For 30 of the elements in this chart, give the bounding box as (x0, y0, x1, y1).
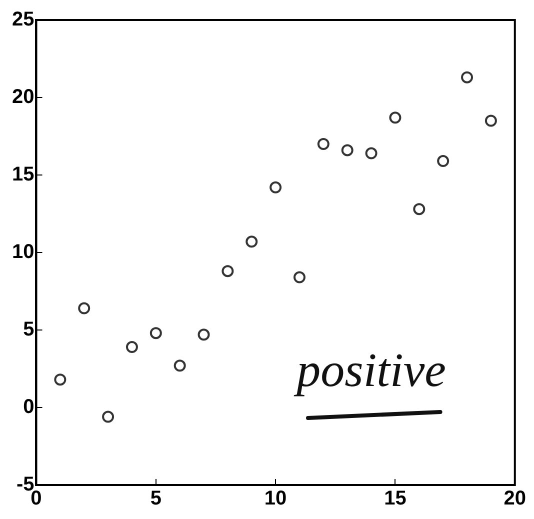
y-tick-label: 20 (12, 86, 34, 108)
point (198, 328, 210, 341)
point (126, 341, 138, 354)
point (461, 71, 474, 84)
point (317, 138, 330, 150)
point (246, 236, 258, 248)
point (174, 360, 186, 372)
point (341, 144, 354, 156)
y-tick-label: 25 (12, 8, 34, 31)
y-tick-label: 15 (12, 164, 34, 186)
point (389, 112, 402, 124)
point (222, 265, 234, 278)
point (270, 181, 282, 194)
annotation: positive (294, 344, 446, 398)
x-tick-label: 10 (264, 488, 287, 510)
x-tick-label: 20 (504, 488, 526, 510)
point (102, 410, 114, 423)
y-tick-label: 0 (23, 396, 34, 418)
x-tick-label: 15 (384, 488, 406, 510)
point (78, 302, 90, 314)
x-tick-label: 5 (150, 488, 162, 510)
point (413, 203, 426, 216)
point (150, 327, 162, 340)
y-tick-label: 10 (12, 241, 34, 264)
point (293, 271, 306, 284)
point (365, 147, 378, 160)
y-tick-label: 5 (23, 318, 34, 341)
point (437, 155, 450, 168)
point (54, 374, 66, 386)
point (484, 114, 497, 127)
